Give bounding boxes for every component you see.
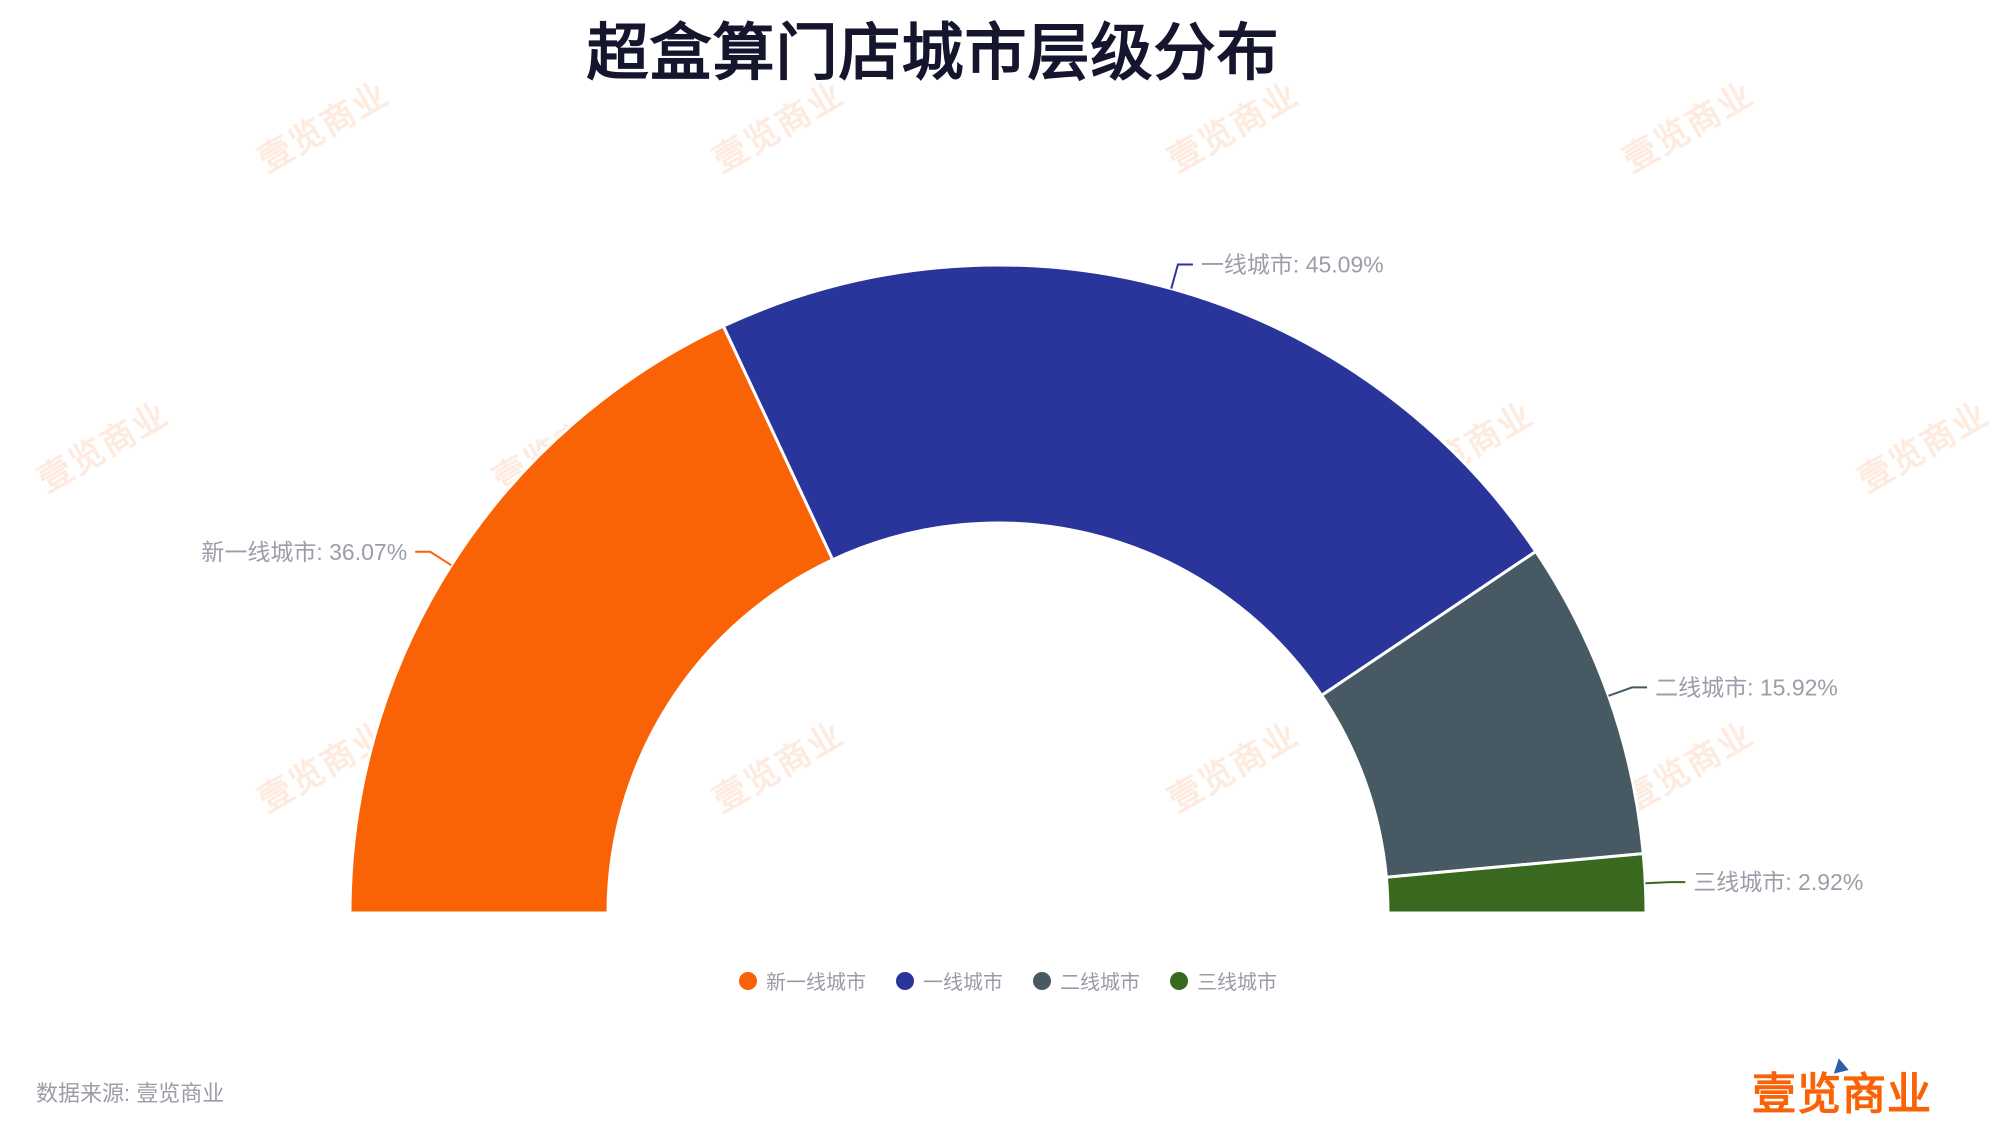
legend-label: 一线城市 [923, 972, 1003, 994]
chart-legend: 新一线城市 一线城市 二线城市 三线城市 [739, 966, 1277, 995]
label-leader-line [1170, 263, 1193, 289]
legend-label: 二线城市 [1060, 972, 1140, 994]
data-source-note: 数据来源: 壹览商业 [36, 1081, 225, 1106]
legend-dot-tier3-icon [1170, 971, 1188, 990]
legend-label: 三线城市 [1197, 972, 1277, 994]
pie-slice-三线城市[interactable] [1384, 852, 1648, 915]
legend-item-tier1[interactable]: 一线城市 [896, 966, 1003, 995]
legend-item-tier3[interactable]: 三线城市 [1170, 966, 1277, 995]
label-leader-line [1608, 686, 1648, 697]
slice-label-二线城市: 二线城市: 15.92% [1655, 674, 1838, 700]
label-leader-line [415, 550, 452, 567]
legend-item-tier2[interactable]: 二线城市 [1033, 966, 1140, 995]
legend-label: 新一线城市 [766, 972, 866, 994]
page-title: 超盒算门店城市层级分布 [586, 19, 1280, 88]
pie-slice-新一线城市[interactable] [348, 324, 835, 915]
label-leader-line [1645, 881, 1686, 885]
legend-dot-tier1-icon [896, 971, 914, 990]
slice-label-新一线城市: 新一线城市: 36.07% [201, 539, 407, 565]
brand-logo-text: 壹览商业 [1752, 1070, 1932, 1119]
legend-dot-tier2-icon [1033, 971, 1051, 990]
brand-logo: 壹览商业 [1752, 1058, 1932, 1122]
legend-item-new-tier1[interactable]: 新一线城市 [739, 966, 866, 995]
slice-label-三线城市: 三线城市: 2.92% [1693, 869, 1863, 895]
legend-dot-new-tier1-icon [739, 971, 757, 990]
pie-slice-一线城市[interactable] [721, 263, 1538, 697]
slice-label-一线城市: 一线城市: 45.09% [1201, 251, 1384, 277]
